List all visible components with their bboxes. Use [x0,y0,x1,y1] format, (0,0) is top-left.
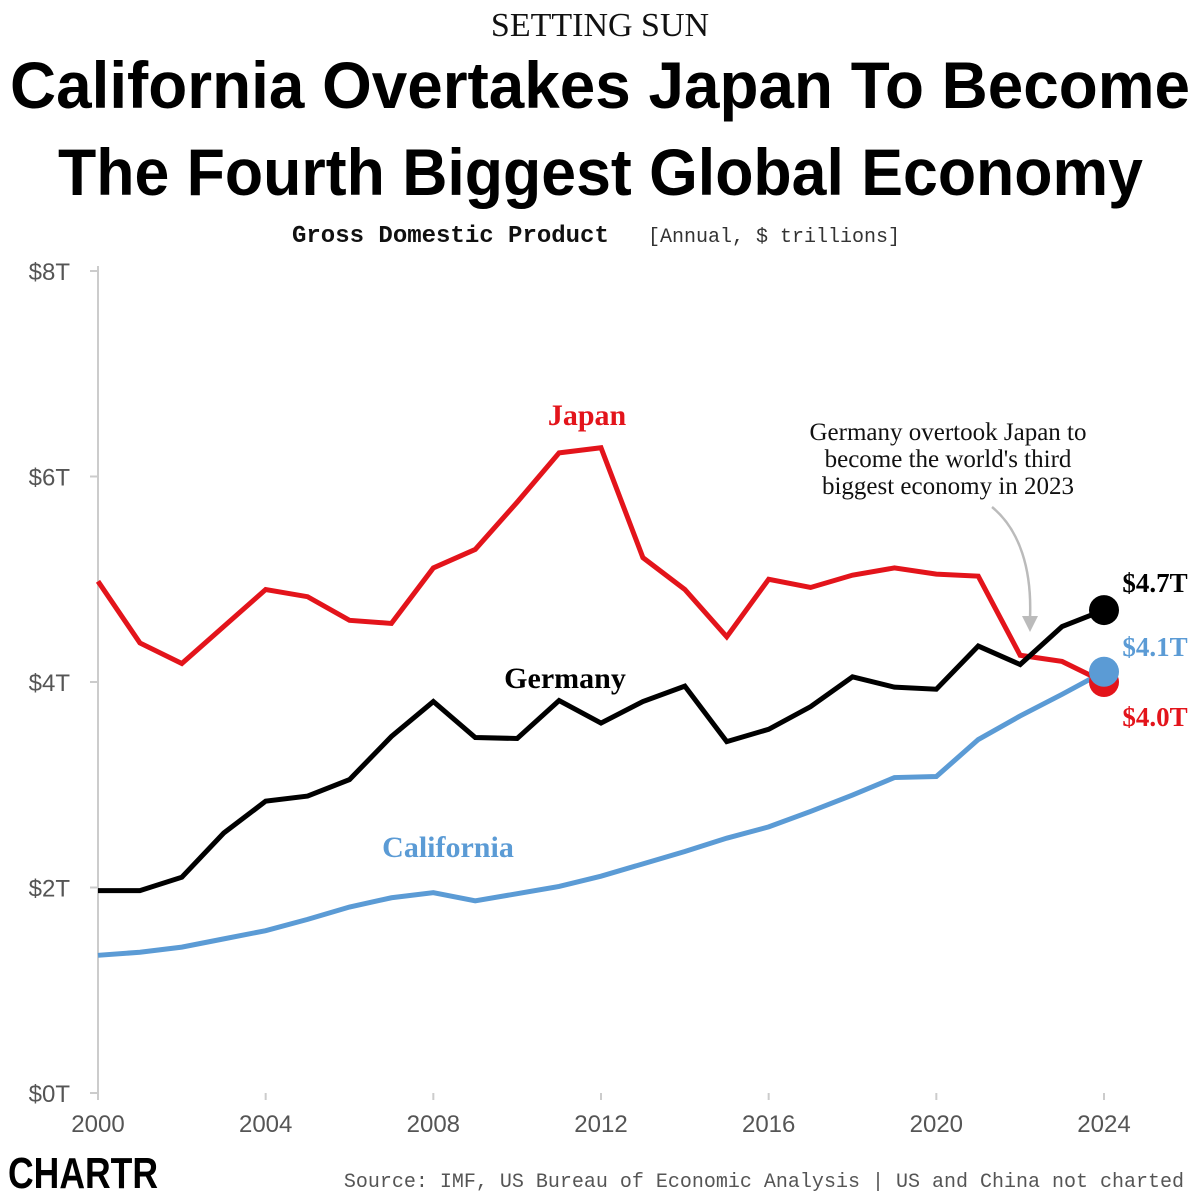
y-tick-label: $0T [29,1081,71,1108]
series-line [95,445,1106,685]
end-dot [1089,656,1119,687]
series-label: Germany [504,662,626,695]
series-label: California [382,831,514,864]
x-tick-label: 2004 [239,1111,292,1138]
y-tick-label: $2T [29,876,71,903]
value-label: $4.1T [1122,632,1187,662]
value-label: $4.0T [1122,702,1187,732]
series-line [97,669,1106,958]
chart-title: The Fourth Biggest Global Economy [58,135,1143,209]
value-label: $4.7T [1122,568,1187,598]
x-tick-label: 2012 [574,1111,627,1138]
annotation: biggest economy in 2023 [822,473,1074,500]
x-tick-label: 2008 [407,1111,460,1138]
y-tick-label: $6T [29,465,71,492]
x-tick-label: 2016 [742,1111,795,1138]
x-tick-label: 2024 [1077,1111,1130,1138]
subtitle-note: [Annual, $ trillions] [648,226,900,249]
x-tick-label: 2000 [71,1111,124,1138]
annotation-arrow [991,506,1032,619]
kicker: SETTING SUN [491,7,709,44]
logo: CHARTR [8,1149,158,1198]
y-tick-label: $4T [29,670,71,697]
annotation-arrowhead [1022,616,1038,632]
x-tick-label: 2020 [910,1111,963,1138]
subtitle: Gross Domestic Product [292,223,609,250]
annotation: Germany overtook Japan to [809,419,1086,446]
source: Source: IMF, US Bureau of Economic Analy… [344,1171,1184,1194]
annotation: become the world's third [825,446,1072,473]
chart-title: California Overtakes Japan To Become [10,48,1190,122]
series-line [98,607,1105,894]
end-dot [1089,595,1119,626]
y-tick-label: $8T [29,259,71,286]
series-label: Japan [548,399,627,432]
